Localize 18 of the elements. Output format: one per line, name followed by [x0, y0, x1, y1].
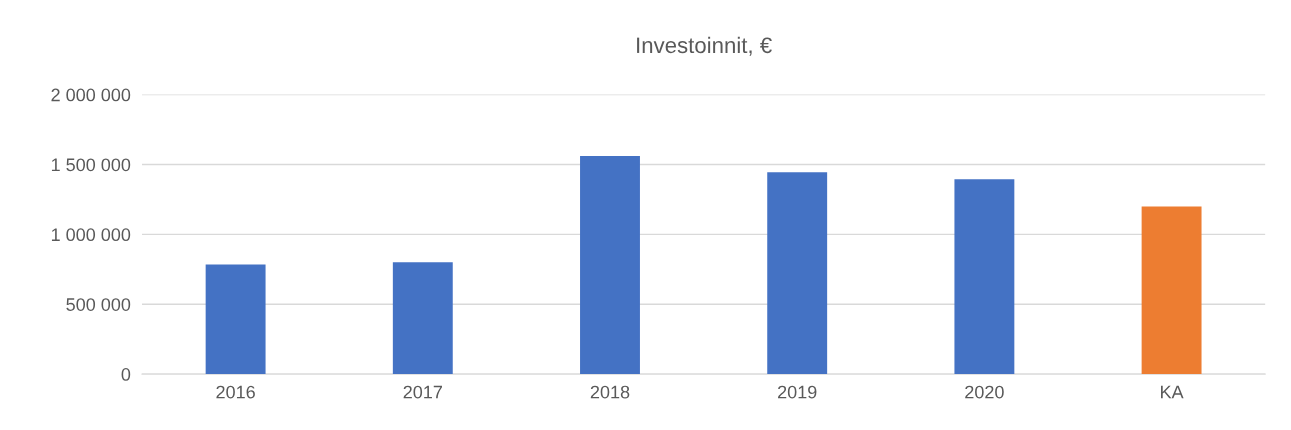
x-tick-label: 2020 — [965, 385, 1004, 399]
x-tick-label: 2018 — [590, 385, 630, 399]
bar — [205, 264, 266, 375]
bar — [392, 262, 453, 375]
y-tick-label: 1 500 000 — [51, 158, 131, 172]
x-tick-label: 2019 — [778, 385, 817, 399]
x-tick-label: 2016 — [216, 385, 255, 399]
bar — [1141, 206, 1202, 375]
x-tick-label: KA — [1161, 385, 1184, 399]
y-tick-label: 500 000 — [66, 298, 131, 311]
bar — [954, 179, 1015, 375]
bar — [580, 156, 640, 375]
y-tick-label: 1 000 000 — [51, 228, 131, 242]
x-tick-label: 2017 — [403, 385, 442, 399]
chart-title: Investoinnit, € — [637, 36, 772, 56]
y-tick-label: 0 — [121, 368, 131, 381]
y-tick-label: 2 000 000 — [51, 88, 131, 102]
bar — [767, 172, 828, 375]
